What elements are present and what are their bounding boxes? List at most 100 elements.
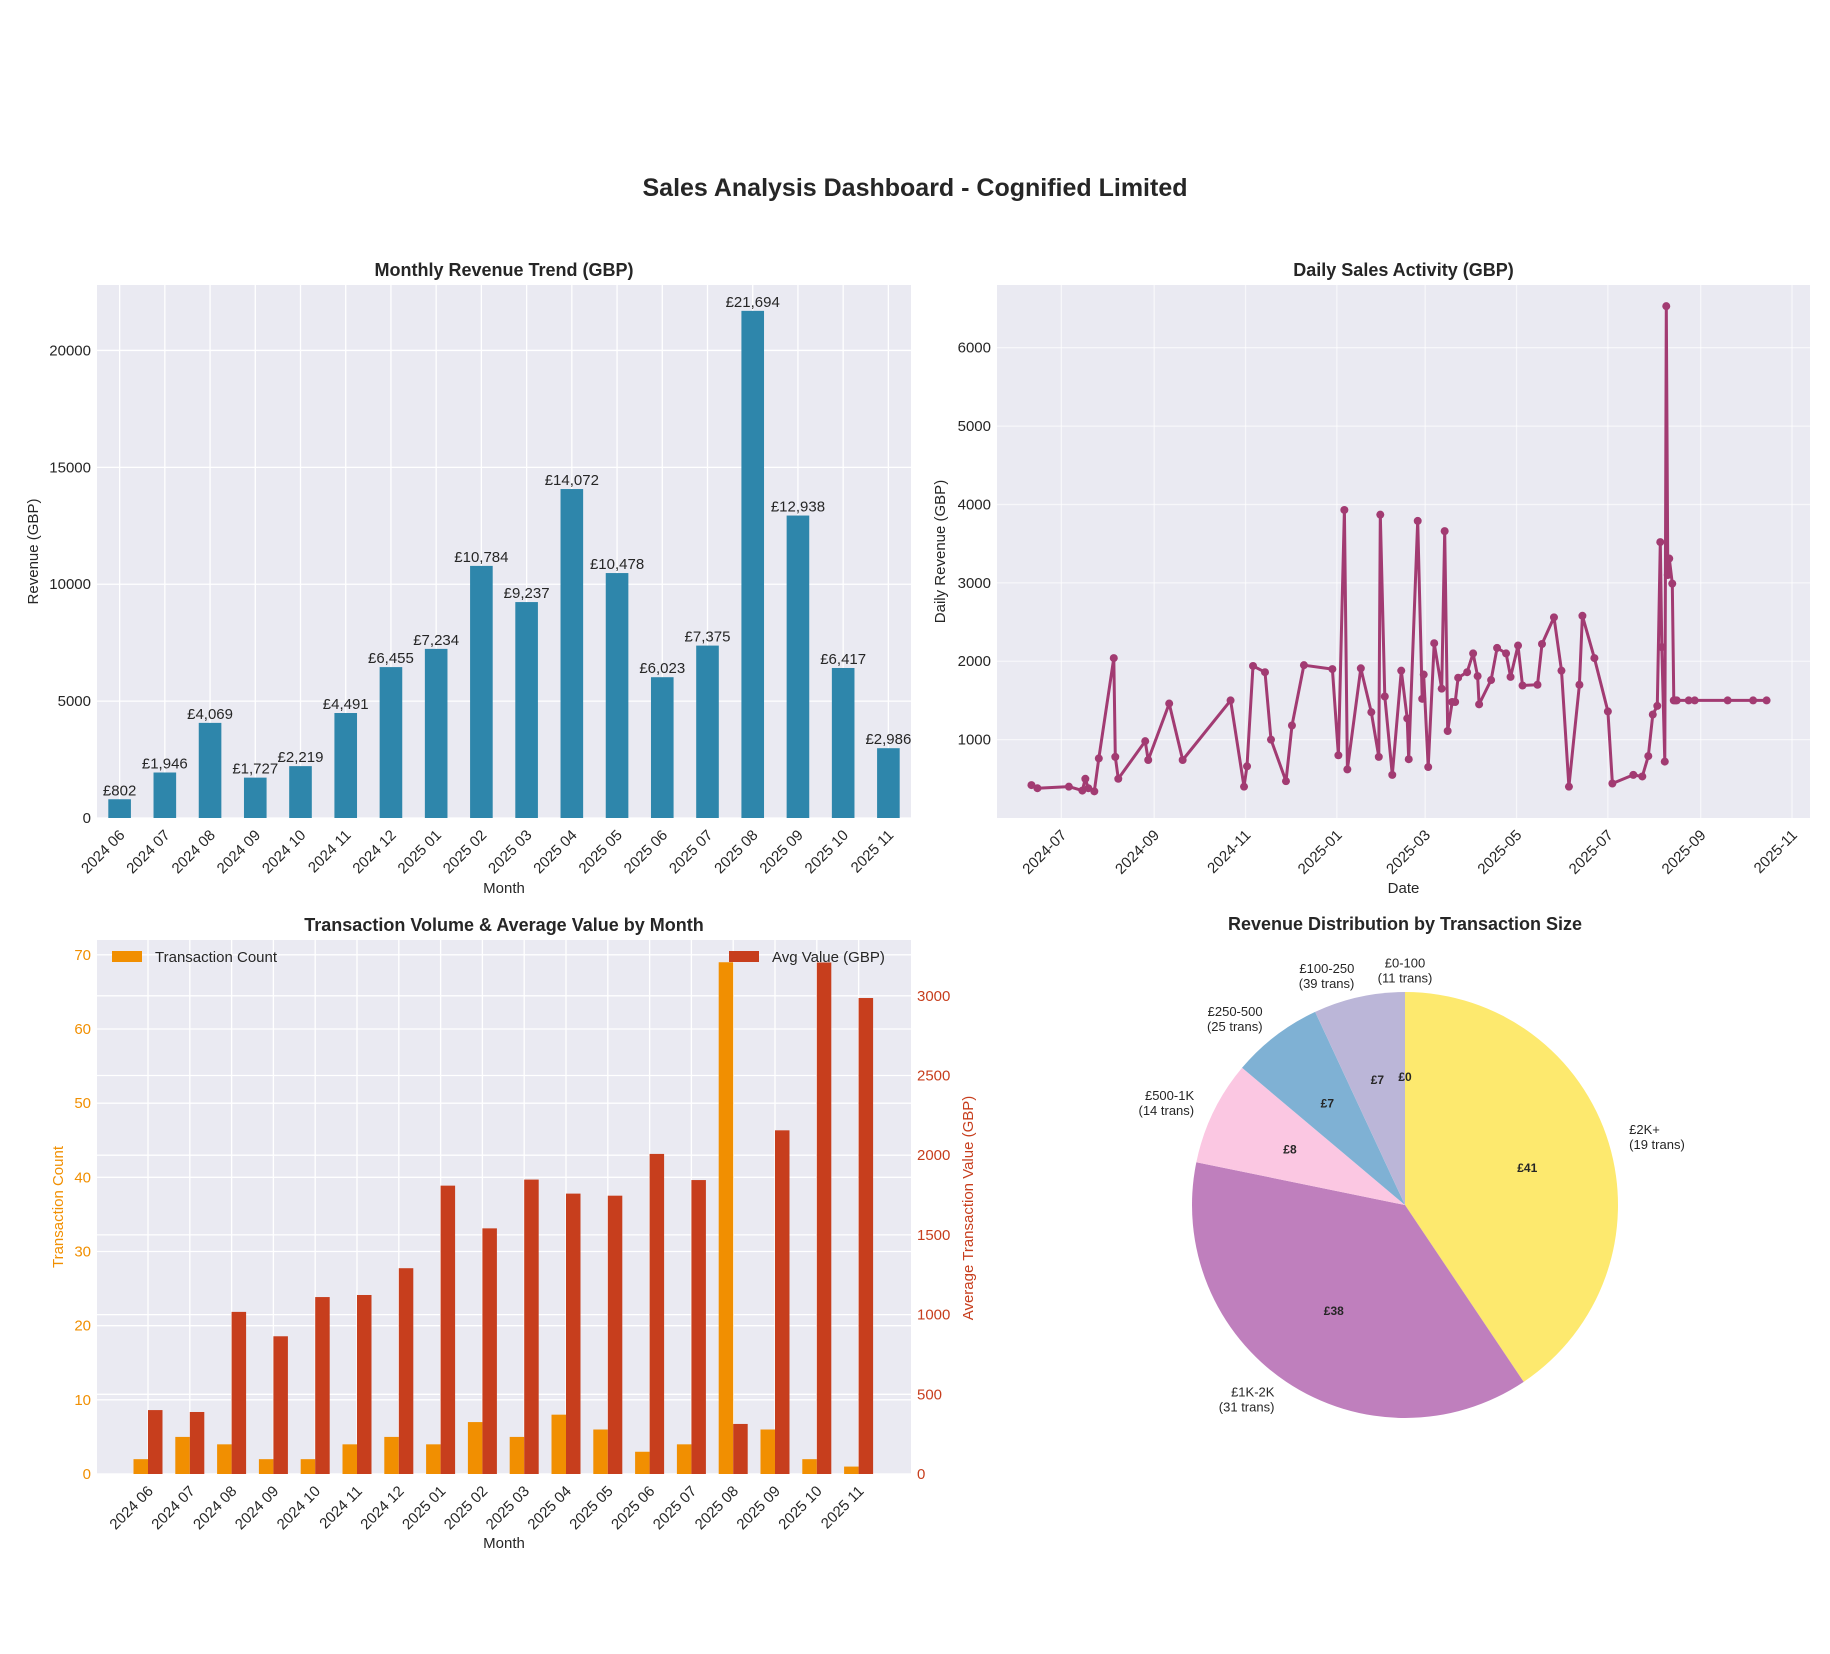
y-tick-label: 5000 — [58, 693, 91, 710]
count-bar — [718, 962, 734, 1474]
count-bar — [551, 1414, 566, 1474]
avg-value-bar — [691, 1180, 706, 1474]
data-point — [1469, 649, 1478, 658]
pie-slice-sublabel: (11 trans) — [1378, 971, 1433, 986]
y-right-tick-label: 1500 — [917, 1227, 950, 1244]
count-bar — [635, 1451, 650, 1474]
data-point — [1668, 579, 1677, 588]
y-left-tick-label: 40 — [74, 1169, 91, 1186]
plot-area — [997, 285, 1810, 818]
pie-value-label: £8 — [1283, 1142, 1297, 1156]
data-point — [1418, 694, 1427, 703]
y-tick-label: 4000 — [958, 496, 991, 513]
data-point — [1114, 774, 1123, 783]
count-bar — [802, 1459, 817, 1474]
count-bar — [593, 1429, 608, 1474]
data-point — [1451, 697, 1460, 706]
y-tick-label: 15000 — [49, 459, 91, 476]
count-bar — [217, 1444, 232, 1474]
bar-data-label: £14,072 — [545, 472, 599, 489]
data-point — [1334, 751, 1343, 760]
bar — [560, 489, 584, 818]
pie-value-label: £0 — [1398, 1070, 1412, 1084]
avg-value-bar — [148, 1410, 163, 1474]
pie-value-label: £7 — [1371, 1073, 1385, 1087]
data-point — [1243, 762, 1252, 771]
data-point — [1374, 752, 1383, 761]
data-point — [1514, 641, 1523, 650]
data-point — [1578, 611, 1587, 620]
avg-value-bar — [398, 1268, 414, 1474]
data-point — [1684, 696, 1693, 705]
pie-value-label: £7 — [1321, 1097, 1335, 1111]
data-point — [1299, 661, 1308, 670]
y-left-tick-label: 60 — [74, 1021, 91, 1038]
avg-value-bar — [482, 1228, 497, 1474]
data-point — [1437, 684, 1446, 693]
pie-slice-label: £500-1K — [1145, 1088, 1194, 1103]
data-point — [1356, 664, 1365, 673]
avg-value-bar — [607, 1195, 623, 1474]
transaction-volume-chart: 0102030405060700500100015002000250030002… — [50, 915, 977, 1552]
bar — [650, 677, 674, 818]
data-point — [1557, 666, 1566, 675]
data-point — [1660, 757, 1669, 766]
count-bar — [760, 1429, 775, 1474]
plot-area — [97, 285, 911, 818]
data-point — [1672, 696, 1681, 705]
data-point — [1367, 708, 1376, 717]
data-point — [1537, 639, 1546, 648]
data-point — [1261, 668, 1270, 677]
chart-title: Revenue Distribution by Transaction Size — [1228, 914, 1582, 934]
data-point — [1590, 654, 1599, 663]
y-axis-label: Daily Revenue (GBP) — [932, 480, 949, 623]
data-point — [1656, 538, 1665, 547]
data-point — [1549, 613, 1558, 622]
bar — [424, 648, 448, 818]
y-tick-label: 1000 — [958, 732, 991, 749]
bar — [108, 799, 131, 818]
avg-value-bar — [189, 1411, 205, 1474]
pie-slice-label: £1K-2K — [1231, 1385, 1275, 1400]
avg-value-bar — [315, 1297, 330, 1474]
y-left-tick-label: 0 — [83, 1466, 91, 1483]
data-point — [1141, 737, 1150, 746]
data-point — [1403, 714, 1412, 723]
data-point — [1690, 696, 1699, 705]
pie-value-label: £38 — [1324, 1304, 1344, 1318]
bar — [877, 748, 900, 818]
bar — [379, 667, 403, 818]
data-point — [1376, 510, 1385, 519]
pie-slice-sublabel: (19 trans) — [1629, 1137, 1685, 1152]
bar-data-label: £4,491 — [323, 696, 369, 713]
data-point — [1226, 696, 1235, 705]
bar-data-label: £10,784 — [454, 549, 508, 566]
bar-data-label: £21,694 — [726, 294, 780, 311]
y-tick-label: 10000 — [49, 576, 91, 593]
data-point — [1033, 784, 1042, 793]
y-left-axis-label: Transaction Count — [50, 1145, 67, 1268]
y-left-tick-label: 20 — [74, 1318, 91, 1335]
y-right-tick-label: 3000 — [917, 988, 950, 1005]
data-point — [1665, 554, 1674, 563]
y-left-tick-label: 30 — [74, 1244, 91, 1261]
count-bar — [509, 1436, 525, 1474]
data-point — [1454, 673, 1463, 682]
data-point — [1443, 726, 1452, 735]
data-point — [1723, 696, 1732, 705]
y-left-tick-label: 50 — [74, 1095, 91, 1112]
chart-title: Monthly Revenue Trend (GBP) — [374, 260, 633, 280]
data-point — [1397, 666, 1406, 675]
count-bar — [384, 1436, 399, 1474]
data-point — [1506, 672, 1515, 681]
data-point — [1380, 692, 1389, 701]
data-point — [1575, 680, 1584, 689]
data-point — [1144, 755, 1153, 764]
y-left-tick-label: 70 — [74, 947, 91, 964]
avg-value-bar — [775, 1130, 790, 1474]
data-point — [1109, 654, 1118, 663]
legend-swatch-avg — [729, 951, 759, 962]
bar — [786, 515, 810, 818]
bar — [334, 713, 358, 818]
data-point — [1502, 649, 1511, 658]
